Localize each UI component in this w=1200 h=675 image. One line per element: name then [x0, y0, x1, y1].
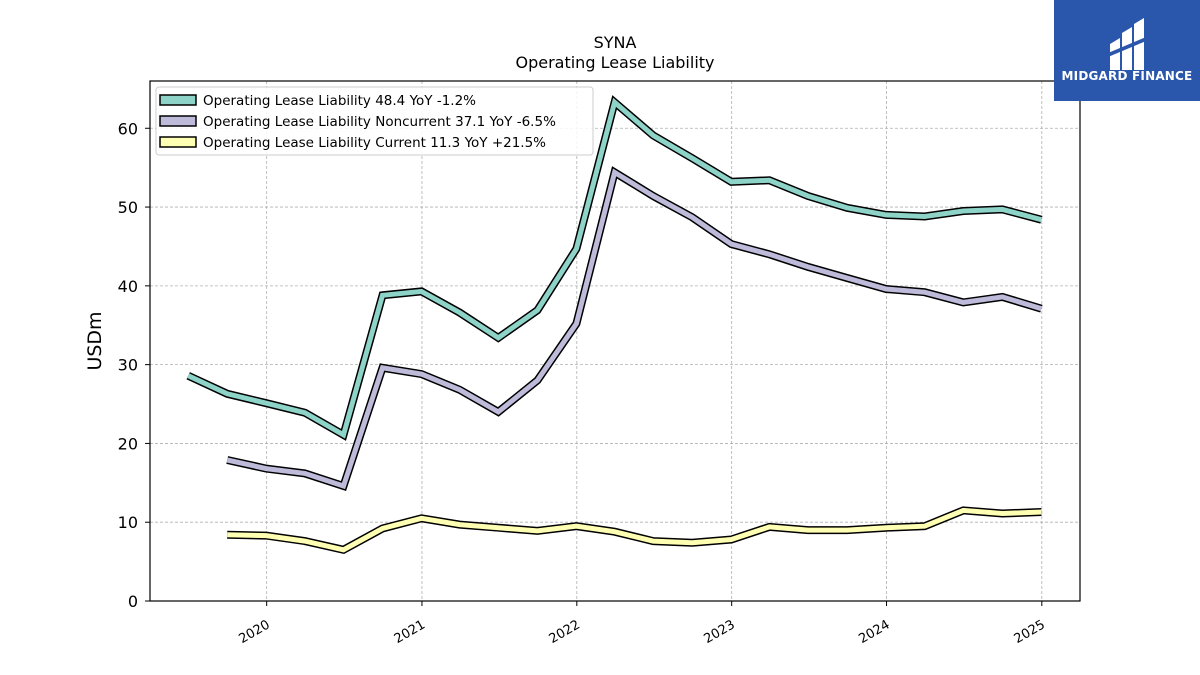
legend-swatch [159, 115, 197, 127]
x-tick-label: 2020 [237, 617, 273, 647]
x-tick-label: 2023 [702, 617, 738, 647]
y-tick-label: 50 [118, 198, 138, 217]
y-tick-label: 40 [118, 277, 138, 296]
x-tick-label: 2024 [856, 617, 892, 647]
brand-logo: MIDGARD FINANCE [1054, 0, 1200, 101]
series-line-2 [227, 507, 1042, 553]
y-axis-label: USDm [84, 311, 106, 370]
legend: Operating Lease Liability 48.4 YoY -1.2%… [155, 86, 594, 156]
series-line-0 [187, 97, 1043, 439]
y-tick-label: 20 [118, 434, 138, 453]
y-tick-label: 30 [118, 356, 138, 375]
x-tick-label: 2022 [547, 617, 583, 647]
legend-swatch [159, 94, 197, 106]
legend-label: Operating Lease Liability Current 11.3 Y… [203, 135, 546, 151]
series-line-1 [226, 168, 1043, 490]
brand-name: MIDGARD FINANCE [1061, 69, 1193, 83]
y-tick-label: 60 [118, 119, 138, 138]
legend-swatch [159, 136, 197, 148]
legend-label: Operating Lease Liability Noncurrent 37.… [203, 114, 556, 130]
plot-frame [149, 80, 1081, 602]
y-tick-label: 10 [118, 513, 138, 532]
x-tick-label: 2025 [1012, 617, 1048, 647]
logo-mark-icon [1108, 18, 1146, 70]
y-tick-label: 0 [128, 592, 138, 611]
chart-title: SYNA [594, 33, 637, 52]
axes: 0 10 20 30 40 50 60 2020 2021 2022 2023 2024 2025 [118, 119, 1048, 647]
legend-frame [155, 86, 594, 156]
series-lines [186, 95, 1043, 555]
chart-subtitle: Operating Lease Liability [515, 53, 714, 72]
x-tick-label: 2021 [392, 617, 428, 647]
legend-label: Operating Lease Liability 48.4 YoY -1.2% [203, 93, 476, 109]
